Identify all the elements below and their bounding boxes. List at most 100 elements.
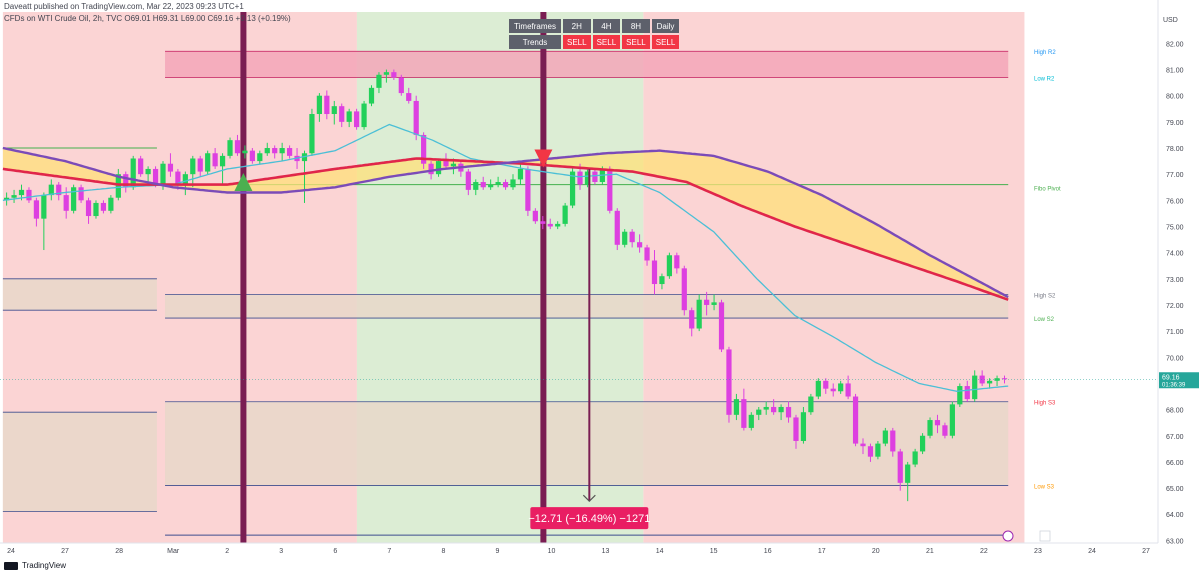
sell-signal-triangle [534,149,553,168]
candle-body [957,386,963,405]
candle-body [428,163,434,175]
candle-body [972,375,978,400]
candle-body [882,430,888,444]
candle-body [577,171,583,185]
candle-body [219,155,226,167]
candle-body [934,420,941,426]
candle-body [160,163,166,185]
candle-body [33,200,40,219]
candle-body [309,114,315,154]
candle-body [421,134,427,164]
candle-body [629,231,635,243]
level-label: Low S2 [1034,317,1055,323]
level-label: High S2 [1034,294,1056,300]
time-axis-tick: 10 [548,548,556,555]
price-axis-tick: 63.00 [1166,538,1184,545]
candle-body [450,163,457,167]
candle-body [838,383,844,392]
level-label-bg [1032,182,1058,193]
price-axis-tick: 68.00 [1166,408,1184,415]
candle-body [190,158,196,175]
trend-value-4h: SELL [592,35,621,49]
candle-body [167,163,174,172]
price-axis-tick: 81.00 [1166,68,1184,75]
candle-body [771,406,777,413]
candle-body [532,210,538,222]
time-axis-tick: 13 [602,548,610,555]
candle-body [674,255,680,269]
candle-body [41,195,47,219]
time-axis-tick: 15 [710,548,718,555]
candle-body [785,406,792,418]
candle-body [711,302,717,305]
candle-body [555,223,561,227]
candle-body [681,268,687,311]
candle-body [540,221,546,224]
candle-body [130,158,136,188]
candle-body [480,182,486,188]
candle-body [510,179,516,188]
time-axis-tick: 17 [818,548,826,555]
candle-body [636,242,643,248]
price-axis-tick: 78.00 [1166,146,1184,153]
candle-body [339,106,345,122]
candle-body [26,189,32,201]
candle-body [875,443,881,457]
measure-label-text: −12.71 (−16.49%) −1271 [528,513,650,525]
time-axis-tick: 14 [656,548,664,555]
candle-body [800,412,807,441]
candle-body [18,189,25,196]
candle-body [63,195,69,211]
candle-body [741,399,747,428]
level-label-bg [1032,289,1058,300]
candle-body [488,184,494,188]
candle-body [242,150,248,154]
bar-countdown: 01:36:39 [1162,382,1186,388]
candle-body [852,396,859,444]
candle-body [383,72,390,75]
candle-body [100,202,107,211]
candle-body [562,205,568,224]
candle-body [912,451,918,465]
trend-table: Timeframes 2H 4H 8H Daily Trends SELL SE… [507,17,681,51]
candle-body [726,349,732,415]
candle-body [435,161,442,175]
candle-body [123,174,129,188]
candle-body [11,195,17,198]
trend-value-2h: SELL [563,35,591,49]
candle-body [949,404,955,436]
level-label-bg [1032,72,1058,83]
ema-100-line [2,146,1009,299]
candle-body [696,299,702,329]
candle-body [644,247,650,261]
signal-bar-sell [540,12,547,543]
candle-body [845,383,851,397]
candle-body [517,168,524,180]
candle-body [108,197,114,211]
candle-body [473,182,479,190]
symbol-name[interactable]: CFDs on WTI Crude Oil, 2h, TVC [4,14,123,23]
price-axis-tick: 72.00 [1166,303,1184,310]
candle-body [979,375,985,384]
candle-body [272,148,278,154]
measure-label-box [530,507,649,530]
level-label: Low R2 [1034,76,1055,82]
candle-body [927,420,933,436]
candle-body [718,302,725,350]
candle-body [860,443,866,447]
candle-body [368,87,375,104]
candle-body [115,174,121,198]
candle-body [48,184,54,196]
time-axis-tick: 27 [61,548,69,555]
candle-body [4,197,10,201]
candle-body [830,388,836,392]
buy-signal-triangle [234,173,253,192]
candle-body [808,396,814,413]
level-label-bg [1032,46,1058,57]
price-axis-tick: 66.00 [1166,460,1184,467]
tradingview-brand[interactable]: TradingView [4,561,66,570]
candle-body [354,111,360,128]
candle-body [85,200,92,217]
time-axis-tick: 28 [115,548,123,555]
